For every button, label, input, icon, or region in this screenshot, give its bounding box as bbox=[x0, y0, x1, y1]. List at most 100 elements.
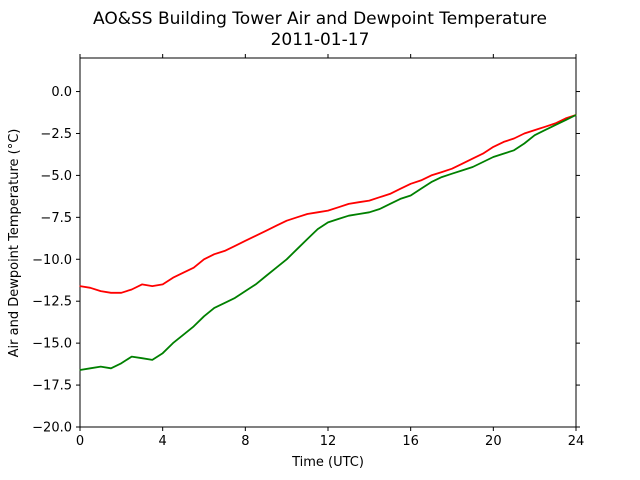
chart-subtitle: 2011-01-17 bbox=[271, 30, 370, 50]
series-0-point bbox=[399, 188, 401, 190]
series-0-point bbox=[286, 220, 288, 222]
y-tick-label: 0.0 bbox=[51, 85, 72, 100]
series-0-point bbox=[265, 230, 267, 232]
series-0-point bbox=[472, 158, 474, 160]
y-tick-label: −10.0 bbox=[32, 253, 72, 268]
y-tick-label: −7.5 bbox=[40, 211, 72, 226]
series-1-point bbox=[565, 119, 567, 121]
series-0-point bbox=[461, 163, 463, 165]
series-1-point bbox=[317, 228, 319, 230]
series-0-point bbox=[410, 183, 412, 185]
series-1-point bbox=[399, 198, 401, 200]
series-0-point bbox=[523, 132, 525, 135]
series-1-point bbox=[482, 161, 484, 163]
series-0-point bbox=[348, 203, 350, 205]
series-1-point bbox=[441, 176, 443, 178]
series-0-point bbox=[358, 201, 360, 203]
x-tick-label: 16 bbox=[402, 434, 419, 449]
series-0-point bbox=[234, 245, 236, 247]
series-1-point bbox=[472, 166, 474, 168]
series-1-point bbox=[224, 302, 226, 304]
y-tick-label: −5.0 bbox=[40, 169, 72, 184]
x-tick-label: 0 bbox=[76, 434, 84, 449]
y-axis: 0.0 −2.5 −5.0 −7.5 −10.0 −12.5 −15.0 −17.5 −20.0 bbox=[32, 85, 580, 436]
series-0-point bbox=[513, 137, 515, 140]
series-1-point bbox=[151, 359, 153, 361]
series-1-point bbox=[286, 258, 288, 260]
series-0-point bbox=[275, 225, 277, 227]
series-1-point bbox=[420, 188, 422, 190]
series-0-point bbox=[120, 292, 122, 294]
series-0-point bbox=[213, 253, 215, 255]
series-1-point bbox=[523, 142, 525, 145]
series-0-point bbox=[482, 153, 484, 155]
series-0-point bbox=[172, 277, 174, 279]
series-0-point bbox=[255, 235, 257, 237]
series-1-point bbox=[162, 352, 164, 354]
x-axis: 0 4 8 12 16 20 24 bbox=[76, 54, 584, 449]
series-0-point bbox=[565, 117, 567, 119]
series-1-point bbox=[306, 238, 308, 240]
x-tick-label: 24 bbox=[568, 434, 585, 449]
series-1-point bbox=[255, 283, 257, 285]
series-1-point bbox=[100, 366, 102, 368]
series-1-point bbox=[172, 342, 174, 344]
series-1-point bbox=[120, 362, 122, 364]
series-1-point bbox=[368, 211, 370, 213]
y-tick-label: −2.5 bbox=[40, 127, 72, 142]
series-0-point bbox=[203, 258, 205, 260]
y-axis-label: Air and Dewpoint Temperature (°C) bbox=[7, 129, 22, 358]
series-0-point bbox=[503, 141, 505, 143]
chart-title: AO&SS Building Tower Air and Dewpoint Te… bbox=[93, 9, 547, 29]
series-1-point bbox=[554, 124, 556, 126]
series-1-point bbox=[89, 367, 91, 369]
series-1-point bbox=[430, 181, 432, 183]
series-0-point bbox=[389, 193, 391, 195]
y-tick-label: −12.5 bbox=[32, 295, 72, 310]
series-1-point bbox=[244, 290, 246, 292]
series-0-point bbox=[110, 292, 112, 294]
series-1-point bbox=[296, 248, 298, 250]
series-0-point bbox=[492, 146, 494, 148]
series-1-point bbox=[265, 275, 267, 277]
plot-frame bbox=[79, 57, 577, 428]
series-1-point bbox=[503, 153, 505, 155]
series-0-point bbox=[296, 216, 298, 218]
series-1-point bbox=[79, 369, 81, 371]
series-1-point bbox=[534, 134, 536, 136]
series-0-point bbox=[544, 126, 546, 128]
series-0-point bbox=[244, 240, 246, 242]
series-0-point bbox=[451, 168, 453, 170]
series-1-point bbox=[461, 169, 463, 171]
series-1-point bbox=[234, 297, 236, 299]
series-1-point bbox=[513, 149, 515, 151]
series-0-point bbox=[441, 171, 443, 173]
series-0-point bbox=[89, 287, 91, 289]
series-0-point bbox=[182, 272, 184, 274]
series-0-point bbox=[79, 285, 81, 287]
x-tick-label: 20 bbox=[485, 434, 502, 449]
series-0-point bbox=[100, 290, 102, 292]
series-0-point bbox=[368, 200, 370, 202]
series-line-0 bbox=[79, 114, 577, 294]
series-0-point bbox=[430, 174, 432, 176]
series-1-point bbox=[327, 221, 329, 223]
series-1-point bbox=[492, 156, 494, 158]
series-1-point bbox=[575, 114, 577, 116]
series-0-point bbox=[131, 288, 133, 291]
series-1-point bbox=[110, 367, 112, 369]
series-0-point bbox=[193, 267, 195, 269]
series-0-point bbox=[224, 250, 226, 252]
series-1-point bbox=[379, 208, 381, 210]
series-0-point bbox=[141, 283, 143, 285]
series-1-point bbox=[410, 194, 412, 197]
x-tick-label: 4 bbox=[159, 434, 167, 449]
series-0-point bbox=[327, 210, 329, 212]
x-tick-label: 12 bbox=[320, 434, 337, 449]
series-0-point bbox=[306, 213, 308, 215]
series-0-point bbox=[151, 285, 153, 287]
series-1-point bbox=[389, 203, 391, 205]
series-1-point bbox=[544, 129, 546, 131]
series-0-point bbox=[337, 206, 339, 208]
